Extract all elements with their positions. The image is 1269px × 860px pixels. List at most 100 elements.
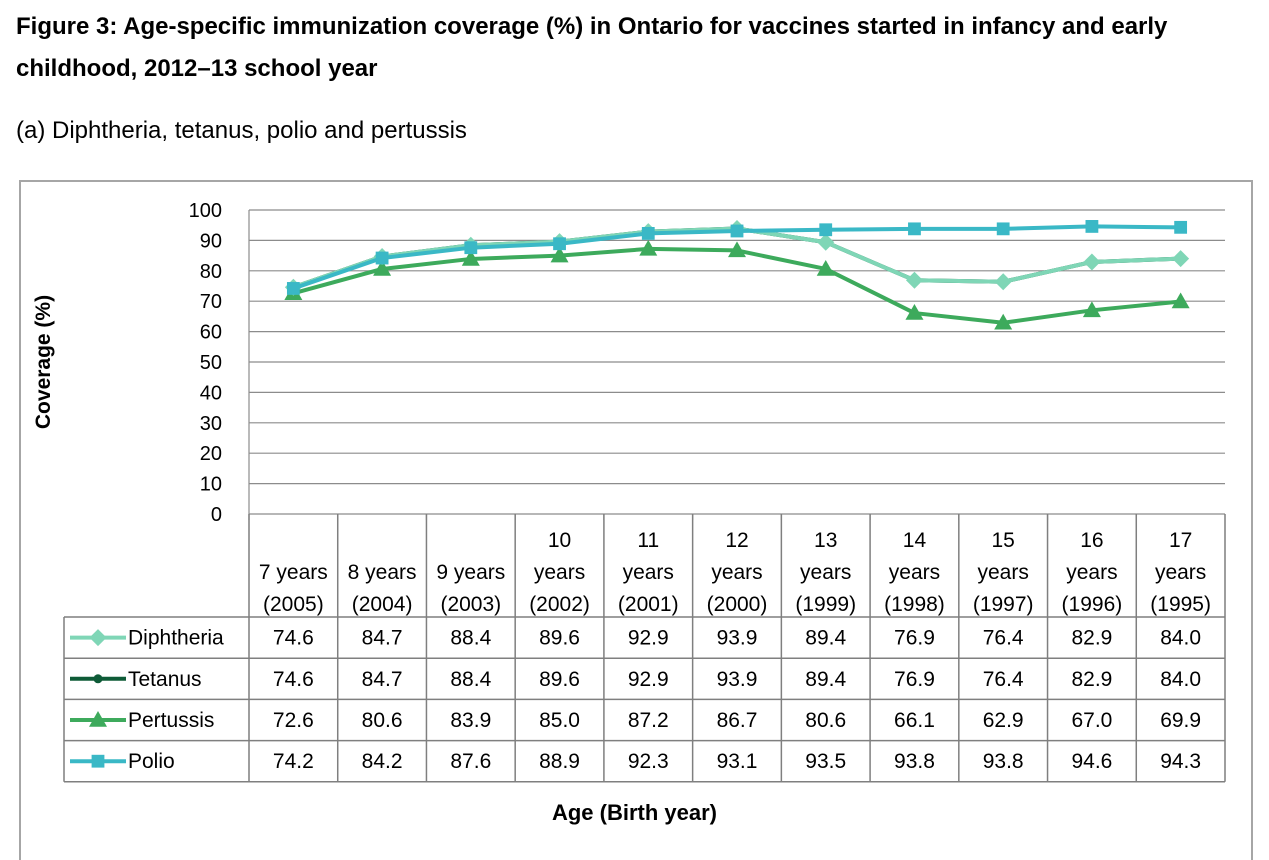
- x-category-label: 9 years: [436, 561, 505, 584]
- x-category-label: (1999): [795, 593, 856, 616]
- polio-point: [375, 251, 389, 265]
- x-category-label: years: [978, 561, 1029, 584]
- table-cell-value: 83.9: [450, 709, 491, 732]
- x-category-label: years: [1066, 561, 1117, 584]
- polio-point: [641, 227, 655, 240]
- table-cell-value: 94.3: [1160, 750, 1201, 773]
- diphtheria-legend-label: Diphtheria: [128, 627, 224, 650]
- x-category-label: (2002): [529, 593, 590, 616]
- table-cell-value: 88.9: [539, 750, 580, 773]
- x-category-label: (1997): [973, 593, 1034, 616]
- table-cell-value: 93.8: [894, 750, 935, 773]
- x-category-label: years: [889, 561, 940, 584]
- table-cell-value: 93.5: [805, 750, 846, 773]
- polio-point: [464, 241, 478, 255]
- table-cell-value: 80.6: [805, 709, 846, 732]
- x-category-label: (2005): [263, 593, 324, 616]
- y-tick-label: 80: [200, 261, 222, 283]
- y-tick-label: 0: [211, 504, 222, 526]
- table-cell-value: 84.2: [362, 750, 403, 773]
- table-cell-value: 89.6: [539, 668, 580, 691]
- diphtheria-point: [1172, 250, 1190, 268]
- table-cell-value: 92.9: [628, 668, 669, 691]
- table-cell-value: 72.6: [273, 709, 314, 732]
- y-tick-label: 60: [200, 322, 222, 344]
- table-cell-value: 92.9: [628, 627, 669, 650]
- table-cell-value: 87.2: [628, 709, 669, 732]
- x-category-label: years: [800, 561, 851, 584]
- table-cell-value: 86.7: [717, 709, 758, 732]
- table-cell-value: 88.4: [450, 668, 491, 691]
- table-cell-value: 93.9: [717, 627, 758, 650]
- table-cell-value: 69.9: [1160, 709, 1201, 732]
- table-cell-value: 89.4: [805, 627, 846, 650]
- table-cell-value: 93.9: [717, 668, 758, 691]
- polio-point: [996, 222, 1010, 236]
- pertussis-point: [639, 239, 658, 256]
- tetanus-legend-label: Tetanus: [128, 668, 202, 691]
- polio-point: [553, 237, 566, 251]
- table-cell-value: 84.0: [1160, 668, 1201, 691]
- table-cell-value: 92.3: [628, 750, 669, 773]
- x-category-label: 13: [814, 529, 837, 552]
- table-cell-value: 74.6: [273, 627, 314, 650]
- table-cell-value: 76.9: [894, 627, 935, 650]
- y-tick-label: 70: [200, 291, 222, 313]
- table-cell-value: 85.0: [539, 709, 580, 732]
- x-category-label: 14: [903, 529, 927, 552]
- diphtheria-legend-marker: [89, 629, 107, 647]
- x-category-label: 10: [548, 529, 571, 552]
- diphtheria-point: [905, 271, 923, 289]
- x-category-label: (1996): [1062, 593, 1123, 616]
- y-tick-label: 40: [200, 382, 222, 404]
- figure-subtitle: (a) Diphtheria, tetanus, polio and pertu…: [16, 117, 467, 144]
- x-category-label: 15: [992, 529, 1015, 552]
- table-cell-value: 87.6: [450, 750, 491, 773]
- diphtheria-point: [1083, 253, 1101, 271]
- pertussis-point: [461, 249, 480, 266]
- tetanus-legend-marker: [93, 674, 103, 684]
- pertussis-point: [905, 304, 924, 320]
- table-cell-value: 89.6: [539, 627, 580, 650]
- x-category-label: 16: [1080, 529, 1103, 552]
- diphtheria-point: [817, 233, 835, 251]
- x-category-label: years: [534, 561, 585, 584]
- pertussis-legend-label: Pertussis: [128, 709, 214, 732]
- y-tick-label: 20: [200, 443, 222, 465]
- x-category-label: 12: [725, 529, 748, 552]
- table-cell-value: 80.6: [362, 709, 403, 732]
- x-category-label: 7 years: [259, 561, 328, 584]
- table-cell-value: 76.4: [983, 627, 1024, 650]
- pertussis-point: [1171, 292, 1190, 309]
- y-tick-label: 10: [200, 474, 222, 496]
- polio-point: [1085, 220, 1099, 233]
- coverage-line-chart: 0 10 20 30 40 50 60 70 80 90 100 7 years (2005) 8 yea…: [63, 200, 1226, 783]
- table-cell-value: 74.2: [273, 750, 314, 773]
- table-cell-value: 84.7: [362, 668, 403, 691]
- x-category-label: years: [711, 561, 762, 584]
- x-axis-label: Age (Birth year): [551, 800, 718, 825]
- table-cell-value: 93.1: [717, 750, 758, 773]
- table-cell-value: 89.4: [805, 668, 846, 691]
- table-cell-value: 62.9: [983, 709, 1024, 732]
- table-cell-value: 82.9: [1071, 668, 1112, 691]
- table-cell-value: 67.0: [1071, 709, 1112, 732]
- polio-point: [819, 223, 833, 237]
- pertussis-legend-marker: [89, 711, 107, 727]
- pertussis-point: [550, 246, 569, 263]
- table-cell-value: 84.7: [362, 627, 403, 650]
- x-category-label: 11: [637, 529, 659, 552]
- x-category-label: 8 years: [348, 561, 417, 584]
- x-category-label: (1998): [884, 593, 945, 616]
- table-cell-value: 76.9: [894, 668, 935, 691]
- x-category-label: (1995): [1150, 593, 1211, 616]
- table-cell-value: 66.1: [894, 709, 935, 732]
- x-category-label: (2001): [618, 593, 679, 616]
- pertussis-point: [994, 313, 1013, 330]
- x-category-label: (2000): [707, 593, 768, 616]
- pertussis-point: [1082, 301, 1101, 318]
- table-cell-value: 88.4: [450, 627, 491, 650]
- y-tick-label: 100: [189, 200, 222, 222]
- x-category-label: (2003): [440, 593, 501, 616]
- diphtheria-point: [994, 273, 1012, 291]
